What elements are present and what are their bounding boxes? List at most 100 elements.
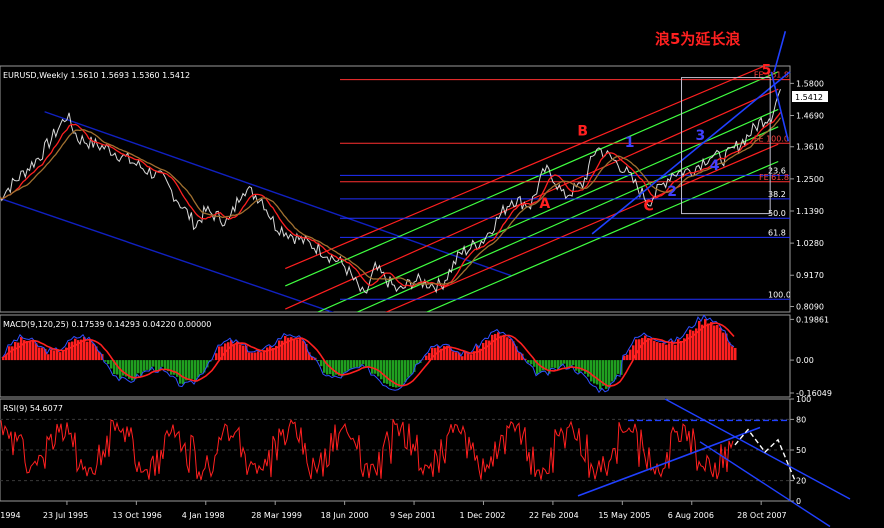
macd-bar [59, 352, 62, 361]
macd-bar [56, 348, 59, 361]
macd-bar [527, 360, 530, 363]
macd-bar [713, 325, 716, 361]
macd-bar [77, 340, 80, 361]
macd-bar [536, 360, 539, 375]
macd-bar [464, 351, 467, 361]
macd-bar [140, 360, 143, 376]
up-channel-line-6 [425, 160, 779, 312]
macd-bar [518, 352, 521, 361]
macd-bar [110, 360, 113, 369]
macd-bar [662, 342, 665, 361]
macd-bar [548, 360, 551, 374]
macd-bar [389, 360, 392, 387]
macd-bar [29, 341, 32, 361]
price-tick-label-0: 1.5800 [796, 79, 824, 88]
rsi-tick-label-4: 0 [796, 497, 801, 506]
macd-bar [530, 360, 533, 365]
x-tick-label-7: 1 Dec 2002 [459, 511, 505, 520]
main-info: EURUSD,Weekly 1.5610 1.5693 1.5360 1.541… [3, 71, 190, 80]
macd-bar [107, 360, 110, 364]
macd-bar [674, 344, 677, 361]
macd-bar [650, 338, 653, 361]
macd-bar [482, 342, 485, 361]
macd-bar [353, 360, 356, 368]
macd-bar [554, 360, 557, 368]
macd-bar [470, 354, 473, 361]
macd-bar [32, 340, 35, 361]
macd-bar [449, 346, 452, 361]
fe-label-2: FE 61.8 [759, 173, 789, 182]
macd-bar [68, 342, 71, 361]
fib-label-4: 100.0 [768, 290, 791, 299]
macd-bar [557, 360, 560, 370]
macd-bar [134, 360, 137, 380]
macd-bar [257, 351, 260, 361]
macd-info: MACD(9,120,25) 0.17539 0.14293 0.04220 0… [3, 320, 211, 329]
up-channel-line-5 [385, 143, 779, 312]
macd-bar [644, 335, 647, 361]
rsi-channel-top [664, 398, 851, 500]
main-panel [0, 65, 791, 313]
macd-bar [623, 355, 626, 361]
macd-bar [335, 360, 338, 375]
macd-bar [410, 360, 413, 375]
fib-label-1: 38.2 [768, 190, 786, 199]
wave-label-3: 5 [762, 63, 772, 79]
x-tick-label-0: 1 May 1994 [0, 511, 21, 520]
macd-bar [515, 346, 518, 361]
macd-bar [386, 360, 389, 384]
wave-label-0: B [577, 123, 588, 139]
macd-bar [479, 348, 482, 361]
macd-bar [506, 337, 509, 361]
x-tick-label-9: 15 May 2005 [598, 511, 650, 520]
macd-bar [494, 333, 497, 361]
macd-bar [581, 360, 584, 371]
macd-bar [677, 339, 680, 361]
macd-bar [47, 354, 50, 361]
macd-bar [38, 347, 41, 361]
macd-bar [173, 360, 176, 375]
macd-bar [455, 352, 458, 361]
macd-bar [146, 360, 149, 370]
wave-label-2: C [644, 199, 654, 215]
macd-bar [500, 335, 503, 361]
macd-bar [467, 353, 470, 361]
macd-bar [374, 360, 377, 374]
macd-bar [380, 360, 383, 380]
price-tick-label-2: 1.3610 [796, 143, 824, 152]
macd-bar [719, 327, 722, 361]
macd-bar [731, 346, 734, 361]
fe-label-1: FE 100.0 [754, 134, 789, 143]
macd-bar [326, 360, 329, 375]
macd-bar [41, 347, 44, 361]
x-tick-label-6: 9 Sep 2001 [390, 511, 436, 520]
wave-label-4: 1 [625, 135, 635, 151]
macd-bar [587, 360, 590, 377]
current-price-box [792, 91, 828, 102]
macd-bar [308, 352, 311, 361]
rsi-tick-label-2: 50 [796, 446, 806, 455]
macd-bar [728, 342, 731, 361]
macd-bar [161, 360, 164, 367]
macd-bar [281, 340, 284, 361]
price-tick-label-4: 1.1390 [796, 207, 824, 216]
macd-bar [83, 337, 86, 361]
macd-bar [551, 360, 554, 368]
macd-bar [53, 350, 56, 361]
macd-bar [290, 337, 293, 361]
macd-bar [356, 360, 359, 368]
macd-bar [14, 341, 17, 361]
macd-bar [398, 360, 401, 387]
macd-bar [98, 351, 101, 361]
macd-bar [425, 355, 428, 361]
macd-bar [671, 340, 674, 361]
macd-bar [242, 345, 245, 361]
macd-bar [509, 338, 512, 361]
rsi-channel-bottom [699, 441, 831, 528]
macd-bar [248, 352, 251, 361]
macd-bar [599, 360, 602, 390]
macd-signal [1, 322, 735, 387]
x-tick-label-3: 4 Jan 1998 [182, 511, 225, 520]
macd-bar [221, 346, 224, 361]
